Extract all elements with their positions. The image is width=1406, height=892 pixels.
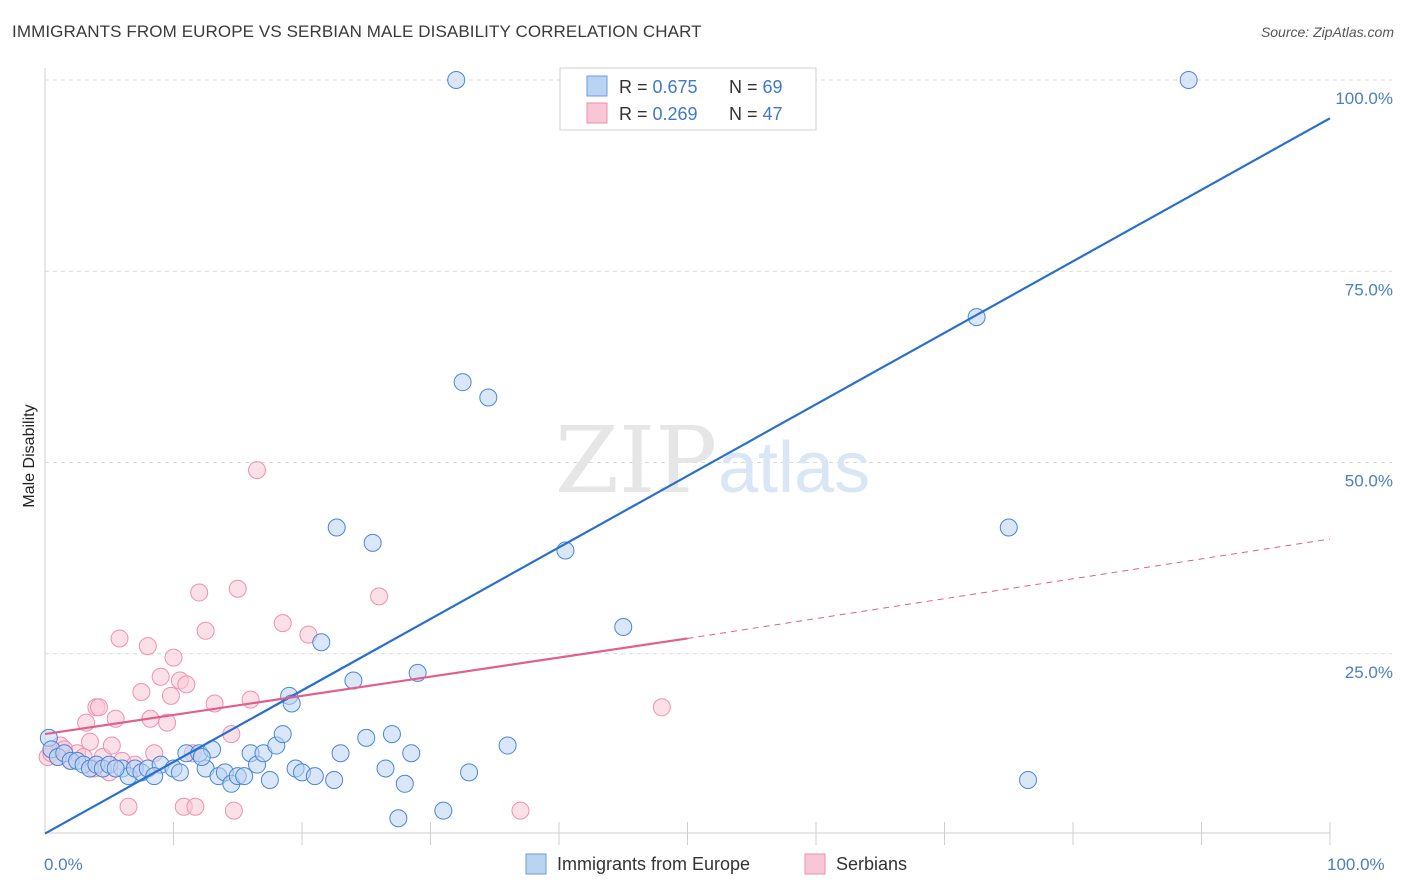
immigrants-point (498, 736, 517, 755)
immigrants-point (614, 617, 633, 636)
svg-text:N = 69: N = 69 (729, 77, 783, 97)
serbians-point (158, 713, 177, 732)
immigrants-point (460, 763, 479, 782)
immigrants-point (389, 809, 408, 828)
correlation-legend: R = 0.675 N = 69 R = 0.269 N = 47 (559, 67, 817, 131)
immigrants-point (357, 728, 376, 747)
immigrants-point (999, 518, 1018, 537)
serbians-point (110, 629, 129, 648)
serbians-point (228, 579, 247, 598)
serbians-point (248, 461, 267, 480)
bottom-legend-label-2: Serbians (836, 854, 907, 874)
trend-lines (44, 117, 1331, 835)
immigrants-point (363, 533, 382, 552)
immigrants-point (434, 801, 453, 820)
immigrants-point (145, 767, 164, 786)
legend-swatch-blue (586, 75, 608, 97)
immigrants-point (192, 748, 211, 767)
immigrants-point (305, 767, 324, 786)
immigrants-point (453, 373, 472, 392)
legend-r-label-2: R = (619, 104, 653, 124)
immigrants-point (447, 71, 466, 89)
legend-r-value-2: 0.269 (653, 104, 698, 124)
bottom-legend-swatch-blue (525, 853, 547, 875)
series-legend: Immigrants from Europe Serbians (525, 853, 907, 875)
immigrants-point (325, 770, 344, 789)
serbians-point (80, 732, 99, 751)
immigrants-point (376, 759, 395, 778)
y-axis-label: Male Disability (21, 404, 38, 507)
serbians-point (652, 698, 671, 717)
immigrants-point (260, 770, 279, 789)
immigrants-point (382, 725, 401, 744)
serbians-point (138, 637, 157, 656)
x-tick-label-min: 0.0% (44, 855, 83, 874)
legend-swatch-pink (586, 102, 608, 124)
grid-lines (45, 79, 1392, 655)
serbians-point (273, 614, 292, 633)
serbians-point (161, 686, 180, 705)
immigrants-trend-line (44, 117, 1331, 835)
immigrants-point (1019, 770, 1038, 789)
y-tick-label: 50.0% (1345, 472, 1393, 491)
source-label: Source: ZipAtlas.com (1260, 24, 1394, 40)
svg-text:N = 47: N = 47 (729, 104, 783, 124)
bottom-legend-swatch-pink (804, 853, 826, 875)
chart-title: IMMIGRANTS FROM EUROPE VS SERBIAN MALE D… (12, 22, 702, 41)
serbians-point (241, 690, 260, 709)
bottom-legend-label-1: Immigrants from Europe (557, 854, 750, 874)
serbians-point (164, 648, 183, 667)
x-tick-marks (173, 822, 1331, 845)
svg-text:R = 0.269: R = 0.269 (619, 104, 698, 124)
serbians-point (89, 698, 108, 717)
y-tick-label: 75.0% (1345, 280, 1393, 299)
serbians-trend-extension (687, 538, 1331, 639)
svg-text:R = 0.675: R = 0.675 (619, 77, 698, 97)
legend-r-value-1: 0.675 (653, 77, 698, 97)
immigrants-points (39, 71, 1198, 828)
immigrants-point (1179, 71, 1198, 89)
immigrants-point (395, 774, 414, 793)
immigrants-point (331, 744, 350, 763)
immigrants-point (479, 388, 498, 407)
serbians-trend-line (44, 637, 688, 736)
serbians-point (132, 683, 151, 701)
legend-n-value-1: 69 (763, 77, 783, 97)
watermark-atlas: atlas (718, 428, 870, 508)
y-tick-label: 100.0% (1335, 89, 1393, 108)
y-tick-label: 25.0% (1345, 663, 1393, 682)
serbians-point (224, 801, 243, 820)
immigrants-point (273, 725, 292, 744)
serbians-point (190, 583, 209, 602)
immigrants-point (402, 744, 421, 763)
serbians-point (186, 797, 205, 816)
legend-n-label-1: N = (729, 77, 763, 97)
immigrants-point (106, 759, 125, 778)
serbians-point (102, 736, 121, 755)
legend-n-value-2: 47 (763, 104, 783, 124)
legend-n-label-2: N = (729, 104, 763, 124)
watermark-zip: ZIP (555, 407, 717, 514)
immigrants-point (327, 518, 346, 537)
serbians-point (196, 621, 215, 640)
immigrants-point (235, 767, 254, 786)
legend-r-label-1: R = (619, 77, 653, 97)
serbians-point (511, 801, 530, 820)
serbians-point (119, 797, 138, 816)
y-tick-labels: 100.0% 75.0% 50.0% 25.0% (1335, 89, 1393, 682)
immigrants-point (170, 763, 189, 782)
immigrants-point (312, 633, 331, 652)
serbians-point (151, 667, 170, 686)
serbians-point (177, 675, 196, 694)
x-tick-label-max: 100.0% (1327, 855, 1385, 874)
serbians-point (370, 587, 389, 606)
